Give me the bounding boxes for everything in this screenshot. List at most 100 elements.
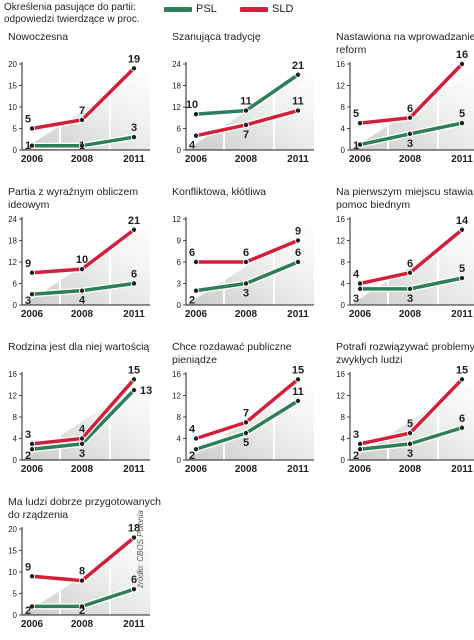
legend-item-sld: SLD [240,3,293,15]
chart-4-year-2008: 2008 [71,309,94,320]
chart-5-ytick-3: 3 [177,280,182,289]
chart-3-ytick-4: 4 [341,125,346,134]
legend-label-psl: PSL [196,3,217,15]
chart-5-series-psl-point [294,258,301,265]
chart-2-series-psl-point [192,111,199,118]
chart-8-year-2006: 2006 [185,464,208,475]
chart-10-ytick-15: 15 [8,547,17,556]
chart-8-ytick-16: 16 [172,370,181,379]
chart-5-ytick-12: 12 [172,215,181,224]
chart-1-series-sld-point [79,116,86,123]
chart-6-ytick-12: 12 [336,237,345,246]
chart-9-year-2006: 2006 [349,464,372,475]
chart-8-series-sld-point [294,376,301,383]
legend-title: Określenia pasujące do partii: [4,2,136,13]
chart-4-series-sld-point [130,226,137,233]
chart-3-title: Nastawiona na wprowadzanie reform [336,31,474,56]
chart-3-background [350,70,474,150]
chart-7-ytick-8: 8 [13,413,18,422]
chart-4-year-2011: 2011 [123,309,145,320]
chart-3-series-sld-point [458,61,465,68]
chart-8-year-2011: 2011 [287,464,309,475]
chart-5-ytick-0: 0 [177,301,182,310]
chart-8-series-psl-label: 2 [189,450,195,462]
chart-1-title: Nowoczesna [8,31,68,43]
chart-5-year-2011: 2011 [287,309,309,320]
chart-1-year-2008: 2008 [71,154,94,165]
chart-4-series-psl-label: 6 [131,269,137,281]
chart-2-series-psl-label: 21 [292,60,304,72]
chart-5-title-line-1: Konfliktowa, kłótliwa [172,186,266,198]
chart-3-ytick-0: 0 [341,146,346,155]
chart-4-ytick-24: 24 [8,215,17,224]
legend-subtitle: odpowiedzi twierdzące w proc. [4,14,140,25]
chart-9-series-sld-point [356,440,363,447]
chart-9-series-psl-label: 3 [407,448,413,460]
chart-6-series-sld-label: 14 [456,215,469,227]
chart-10-series-sld-label: 8 [79,566,85,578]
chart-6-ytick-0: 0 [341,301,346,310]
chart-6-year-2006: 2006 [349,309,372,320]
chart-10-series-psl-point [28,603,35,610]
chart-1-ytick-20: 20 [8,60,17,69]
chart-6-series-psl-label: 3 [407,293,413,305]
legend-item-psl: PSL [164,3,217,15]
chart-3-ytick-12: 12 [336,82,345,91]
chart-5-series-sld-label: 6 [189,247,195,259]
chart-4-year-2006: 2006 [21,309,44,320]
chart-1-year-2011: 2011 [123,154,145,165]
chart-4-ytick-0: 0 [13,301,18,310]
chart-5-series-sld-point [294,237,301,244]
chart-7-series-sld-point [130,376,137,383]
source-note: źródło: CBOS Polonia [136,510,145,588]
chart-5-ytick-6: 6 [177,258,182,267]
chart-9-ytick-0: 0 [341,456,346,465]
chart-1-ytick-10: 10 [8,103,17,112]
chart-6-series-sld-label: 6 [407,258,413,270]
chart-4-series-sld-point [79,266,86,273]
legend-swatch-psl [164,6,192,12]
chart-6-series-psl-point [406,285,413,292]
chart-6-year-2011: 2011 [451,309,473,320]
chart-6-series-sld-point [458,226,465,233]
chart-1-series-sld-label: 5 [25,114,31,126]
chart-3-series-sld-label: 6 [407,103,413,115]
chart-1-ytick-15: 15 [8,82,17,91]
chart-3-title-line-2: reform [336,44,367,56]
chart-6-ytick-4: 4 [341,280,346,289]
chart-9-series-psl-point [406,440,413,447]
chart-10-ytick-10: 10 [8,568,17,577]
chart-8-series-psl-label: 5 [243,437,249,449]
chart-10: Ma ludzi dobrze przygotowanych do rządzen… [8,496,161,630]
chart-10-series-sld-label: 18 [128,523,140,535]
chart-2: Szanująca tradycję 0 6 12 18 24 2006 2008 2011 10… [172,31,314,165]
chart-1-ytick-0: 0 [13,146,18,155]
chart-7-series-sld-point [28,440,35,447]
chart-7-series-psl-label: 13 [140,385,152,397]
chart-6-title-line-2: pomoc biednym [336,199,410,211]
chart-5-year-2006: 2006 [185,309,208,320]
chart-9-series-sld-label: 5 [407,418,413,430]
chart-5-series-sld-label: 9 [295,226,301,238]
chart-10-title-line-1: Ma ludzi dobrze przygotowanych [8,496,161,508]
chart-4-series-sld-point [28,269,35,276]
chart-4-series-psl-point [79,287,86,294]
chart-9: Potrafi rozwiązywać problemy zwykłych lud… [336,341,474,475]
chart-8-series-sld-label: 4 [189,424,196,436]
chart-1-series-sld-label: 19 [128,53,140,65]
chart-6-series-sld-point [356,280,363,287]
chart-4-ytick-18: 18 [8,237,17,246]
chart-4-ytick-6: 6 [13,280,18,289]
chart-2-series-sld-point [242,121,249,128]
chart-7-series-psl-label: 2 [25,450,31,462]
chart-5-series-psl-point [192,287,199,294]
chart-8-series-sld-label: 15 [292,364,304,376]
chart-1-series-sld-label: 7 [79,105,85,117]
chart-6-series-psl-label: 5 [459,263,465,275]
chart-7-ytick-16: 16 [8,370,17,379]
chart-1: Nowoczesna 0 5 10 15 20 2006 2008 2011 1 1 3 5 7 19 [8,31,150,165]
chart-4-series-psl-point [130,280,137,287]
chart-10-title: Ma ludzi dobrze przygotowanych do rządzen… [8,496,161,521]
chart-3-series-psl-label: 3 [407,138,413,150]
chart-6-series-psl-label: 3 [353,293,359,305]
